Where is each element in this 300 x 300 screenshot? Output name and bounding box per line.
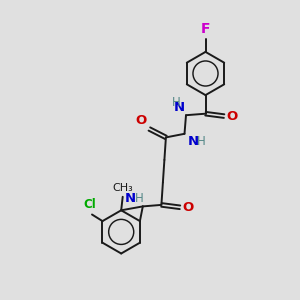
Text: CH₃: CH₃ (112, 183, 133, 193)
Text: N: N (188, 135, 199, 148)
Text: N: N (125, 192, 136, 205)
Text: O: O (226, 110, 238, 123)
Text: H: H (172, 96, 181, 109)
Text: F: F (201, 22, 210, 36)
Text: N: N (173, 101, 184, 114)
Text: H: H (135, 192, 143, 205)
Text: Cl: Cl (83, 199, 96, 212)
Text: O: O (182, 201, 194, 214)
Text: O: O (136, 115, 147, 128)
Text: H: H (197, 135, 206, 148)
